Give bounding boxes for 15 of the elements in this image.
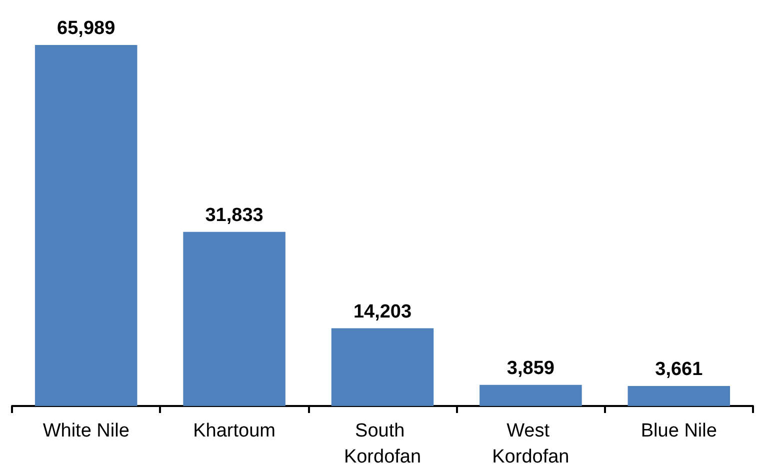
bar [628, 386, 730, 406]
data-label: 3,859 [506, 358, 554, 379]
bar [183, 232, 286, 406]
x-tick-label: Blue Nile [640, 420, 717, 442]
x-tick-label: West Kordofan [492, 420, 570, 468]
data-label: 31,833 [205, 204, 264, 226]
data-label: 65,989 [57, 18, 116, 39]
data-label: 3,661 [655, 358, 704, 380]
bar [34, 45, 138, 406]
bar [480, 384, 582, 406]
bar [331, 328, 434, 406]
x-tick-label: Khartoum [193, 420, 276, 442]
x-tick-label: South Kordofan [344, 420, 422, 468]
x-tick-label: White Nile [42, 420, 130, 442]
data-label: 14,203 [353, 301, 412, 322]
